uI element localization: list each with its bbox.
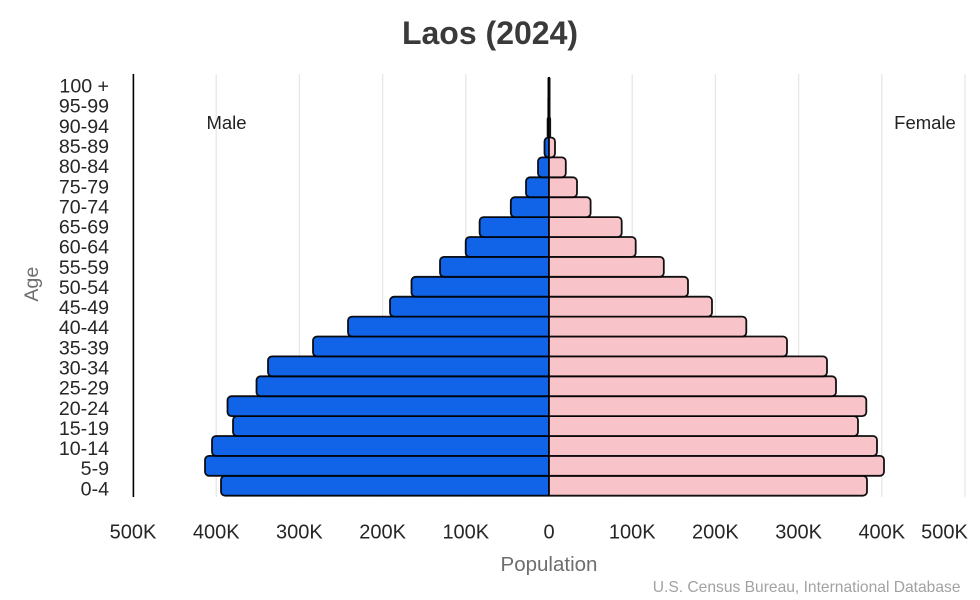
svg-text:15-19: 15-19 [59,418,109,440]
svg-text:35-39: 35-39 [59,337,109,359]
svg-text:300K: 300K [276,522,323,544]
svg-text:65-69: 65-69 [59,217,109,239]
svg-text:500K: 500K [921,522,968,544]
svg-text:80-84: 80-84 [59,156,109,178]
svg-text:55-59: 55-59 [59,257,109,279]
svg-text:85-89: 85-89 [59,136,109,158]
svg-text:Population: Population [501,553,598,576]
svg-text:U.S. Census Bureau, Internatio: U.S. Census Bureau, International Databa… [653,579,961,596]
svg-text:10-14: 10-14 [59,438,109,460]
svg-text:75-79: 75-79 [59,176,109,198]
svg-text:Male: Male [206,112,246,133]
svg-text:100K: 100K [609,522,656,544]
svg-text:200K: 200K [692,522,739,544]
svg-text:70-74: 70-74 [59,196,109,218]
svg-text:60-64: 60-64 [59,237,109,259]
svg-text:400K: 400K [193,522,240,544]
svg-text:20-24: 20-24 [59,398,109,420]
svg-text:45-49: 45-49 [59,297,109,319]
svg-text:40-44: 40-44 [59,317,109,339]
svg-text:100 +: 100 + [59,76,109,98]
svg-text:50-54: 50-54 [59,277,109,299]
svg-text:0: 0 [543,522,554,544]
svg-text:200K: 200K [359,522,406,544]
svg-text:95-99: 95-99 [59,96,109,118]
svg-text:Laos (2024): Laos (2024) [402,15,578,51]
svg-text:Age: Age [21,267,43,302]
svg-text:300K: 300K [775,522,822,544]
svg-text:30-34: 30-34 [59,358,109,380]
svg-text:0-4: 0-4 [81,478,109,500]
svg-text:500K: 500K [110,522,157,544]
svg-text:400K: 400K [858,522,905,544]
svg-text:90-94: 90-94 [59,116,109,138]
svg-text:25-29: 25-29 [59,378,109,400]
svg-text:5-9: 5-9 [81,458,109,480]
svg-text:Female: Female [894,112,956,133]
svg-text:100K: 100K [442,522,489,544]
